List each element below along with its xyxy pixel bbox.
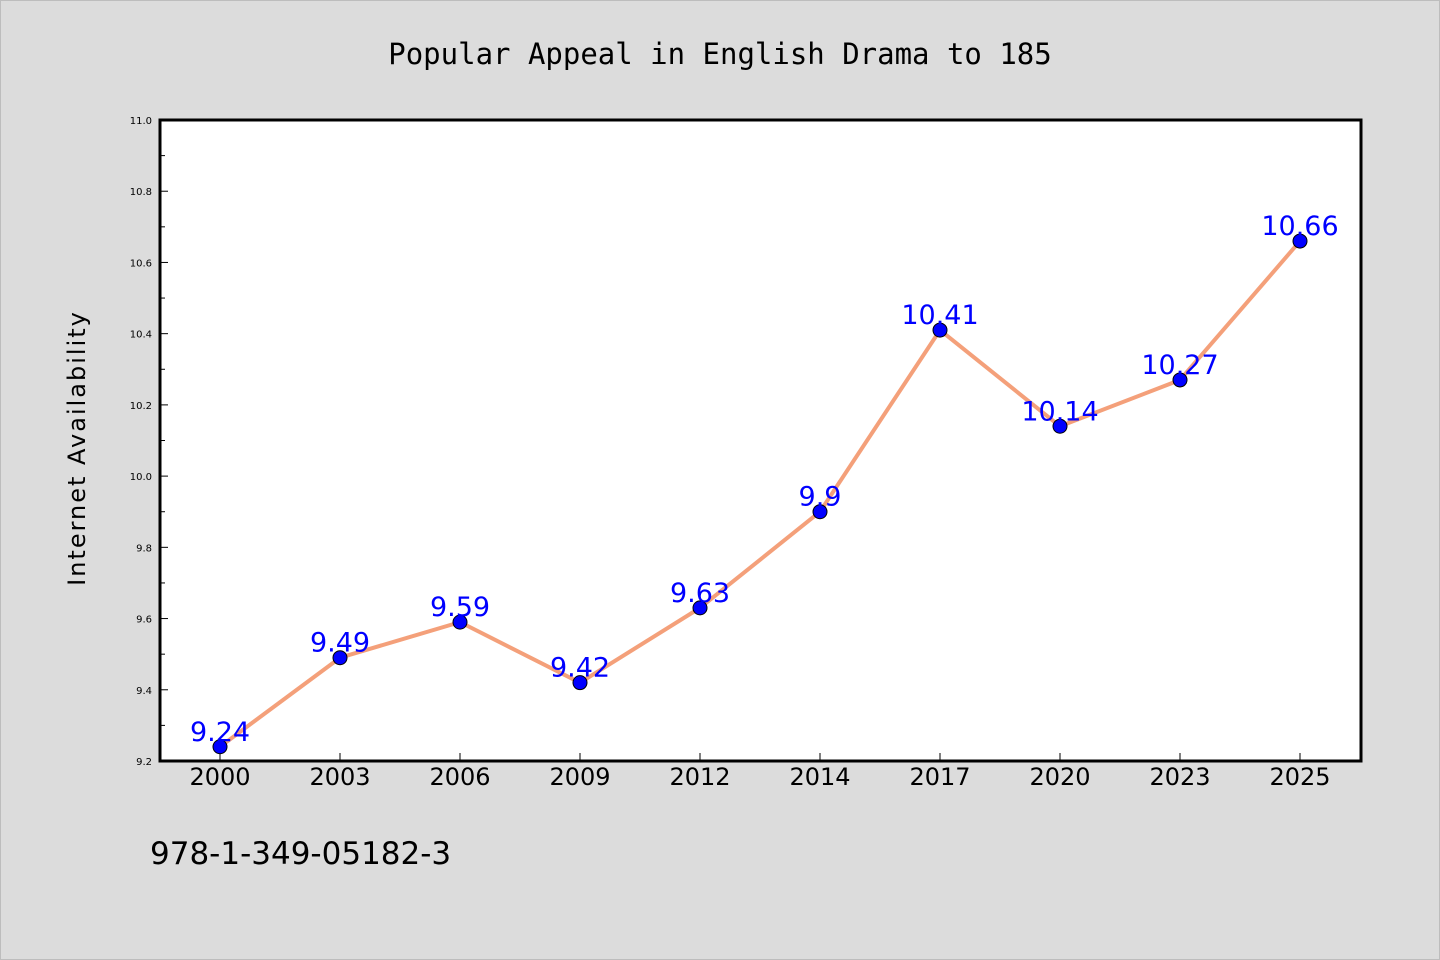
data-label: 9.63 xyxy=(670,578,730,609)
y-tick-label: 9.4 xyxy=(136,686,152,697)
y-tick-label: 9.2 xyxy=(136,757,152,768)
x-tick-label: 2014 xyxy=(789,763,850,791)
data-point xyxy=(572,675,588,691)
data-label: 10.27 xyxy=(1141,350,1218,381)
data-label: 10.41 xyxy=(901,300,978,331)
series-group: 9.24 9.49 9.59 9.42 9.63 9.9 10.41 10.14 10.27 10… xyxy=(190,211,1339,755)
x-tick-label: 2000 xyxy=(189,763,250,791)
data-point xyxy=(812,504,828,520)
chart-title: Popular Appeal in English Drama to 185 xyxy=(388,37,1051,71)
data-point xyxy=(1052,418,1068,434)
x-tick-label: 2017 xyxy=(909,763,970,791)
data-point xyxy=(452,614,468,630)
data-label: 9.59 xyxy=(430,592,490,623)
y-tick-label: 11.0 xyxy=(130,116,152,127)
x-tick-label: 2006 xyxy=(429,763,490,791)
data-point xyxy=(212,739,228,755)
y-tick-label: 9.6 xyxy=(136,615,152,626)
x-tick-label: 2025 xyxy=(1269,763,1330,791)
x-tick-label: 2012 xyxy=(669,763,730,791)
y-axis-label: Internet Availability xyxy=(63,310,91,586)
y-tick-label: 9.8 xyxy=(136,543,152,554)
data-label: 10.66 xyxy=(1261,211,1338,242)
y-tick-label: 10.2 xyxy=(130,401,152,412)
y-tick-label: 10.4 xyxy=(130,330,152,341)
data-label: 9.24 xyxy=(190,717,250,748)
x-axis-ticks: 2000 2003 2006 2009 2012 2014 2017 2020 2023 2025 xyxy=(189,753,1331,791)
data-label: 10.14 xyxy=(1021,396,1098,427)
data-label: 9.49 xyxy=(310,628,370,659)
y-tick-label: 10.8 xyxy=(130,187,152,198)
x-tick-label: 2003 xyxy=(309,763,370,791)
data-point xyxy=(932,322,948,338)
y-tick-label: 10.6 xyxy=(130,258,152,269)
x-tick-label: 2009 xyxy=(549,763,610,791)
x-tick-label: 2020 xyxy=(1029,763,1090,791)
y-tick-label: 10.0 xyxy=(130,472,152,483)
plot-area xyxy=(158,118,1363,763)
data-point xyxy=(332,650,348,666)
data-label: 9.42 xyxy=(550,653,610,684)
data-point xyxy=(1172,372,1188,388)
isbn-text: 978-1-349-05182-3 xyxy=(150,836,451,872)
data-label: 9.9 xyxy=(799,482,842,513)
data-point xyxy=(692,600,708,616)
data-point xyxy=(1292,233,1308,249)
y-axis-ticks: 9.2 9.4 9.6 9.8 10.0 10.2 10.4 10.6 10.8 11.0 xyxy=(130,116,168,768)
x-tick-label: 2023 xyxy=(1149,763,1210,791)
series-line xyxy=(218,239,1302,749)
